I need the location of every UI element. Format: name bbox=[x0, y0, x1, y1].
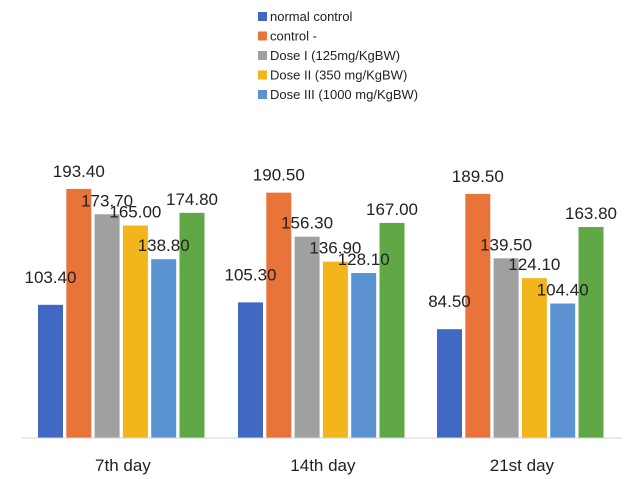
x-tick-label: 14th day bbox=[290, 456, 356, 475]
bar bbox=[550, 303, 576, 438]
legend-entry: Dose I (125mg/KgBW) bbox=[270, 48, 400, 63]
data-label: 84.50 bbox=[428, 292, 471, 311]
bar bbox=[266, 192, 292, 438]
data-label: 136.90 bbox=[309, 239, 361, 258]
bar bbox=[38, 304, 63, 438]
data-label: 173.70 bbox=[81, 191, 133, 210]
x-axis-tick-labels: 7th day 14th day 21st day bbox=[95, 456, 555, 475]
legend-entry: normal control bbox=[270, 9, 352, 24]
data-label: 124.10 bbox=[508, 255, 560, 274]
bar-group bbox=[38, 188, 604, 438]
data-label: 174.80 bbox=[166, 190, 218, 209]
data-label: 104.40 bbox=[537, 281, 589, 300]
data-label: 105.30 bbox=[225, 265, 277, 284]
bar bbox=[521, 278, 547, 438]
bar bbox=[322, 261, 348, 438]
legend-entry: Dose III (1000 mg/KgBW) bbox=[270, 87, 418, 102]
data-label: 163.80 bbox=[565, 204, 617, 223]
bar bbox=[294, 236, 320, 438]
data-label: 167.00 bbox=[366, 200, 418, 219]
data-label: 190.50 bbox=[253, 166, 305, 185]
bar bbox=[122, 225, 148, 438]
legend-swatch bbox=[258, 90, 267, 99]
data-label: 103.40 bbox=[25, 268, 77, 287]
bar bbox=[351, 273, 377, 438]
bar bbox=[94, 214, 120, 438]
bar bbox=[179, 212, 205, 438]
bar bbox=[151, 259, 177, 438]
bar bbox=[437, 329, 462, 438]
chart-legend: normal control control - Dose I (125mg/KgB… bbox=[258, 9, 418, 102]
data-label: 138.80 bbox=[138, 236, 190, 255]
bar bbox=[578, 227, 604, 438]
legend-entry: control - bbox=[270, 29, 317, 44]
data-label: 193.40 bbox=[53, 162, 105, 181]
bar bbox=[465, 193, 491, 438]
legend-entry: Dose II (350 mg/KgBW) bbox=[270, 68, 407, 83]
legend-swatch bbox=[258, 31, 267, 41]
x-tick-label: 21st day bbox=[490, 456, 555, 475]
bar bbox=[238, 302, 263, 438]
data-label: 156.30 bbox=[281, 214, 333, 233]
legend-swatch bbox=[258, 70, 267, 80]
legend-swatch bbox=[258, 51, 267, 60]
bar bbox=[493, 258, 519, 438]
bar bbox=[379, 222, 405, 438]
data-label: 165.00 bbox=[109, 202, 161, 221]
data-label: 189.50 bbox=[452, 167, 504, 186]
data-label: 128.10 bbox=[338, 250, 390, 269]
x-tick-label: 7th day bbox=[95, 456, 151, 475]
data-label: 139.50 bbox=[480, 235, 532, 254]
legend-swatch bbox=[258, 12, 267, 21]
bar bbox=[66, 188, 92, 438]
